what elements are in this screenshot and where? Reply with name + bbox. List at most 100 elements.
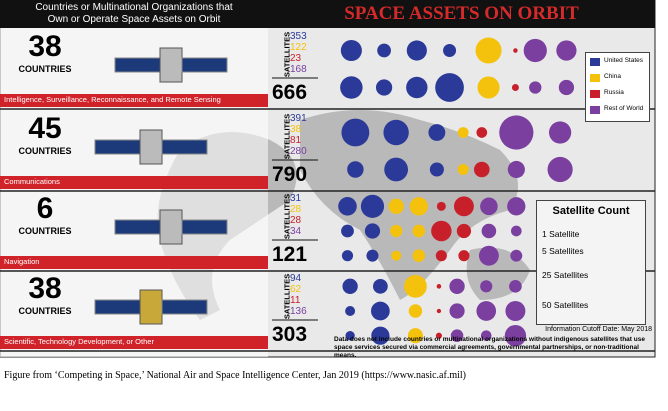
satellite-count: 353 xyxy=(290,31,307,42)
solar-panel xyxy=(94,139,141,155)
legend-swatch xyxy=(590,74,600,82)
satellite-count: 280 xyxy=(290,146,307,157)
bubble xyxy=(341,118,370,147)
bubble xyxy=(375,79,393,96)
title: SPACE ASSETS ON ORBIT xyxy=(344,3,579,24)
bubble xyxy=(481,223,497,239)
bubble xyxy=(338,197,357,216)
bubble xyxy=(509,280,522,293)
satellite-icon xyxy=(114,47,228,83)
country-count: 38 xyxy=(28,30,62,63)
country-label: COUNTRIES xyxy=(18,146,72,156)
bubble xyxy=(476,301,497,321)
bubble xyxy=(435,332,442,339)
bubble xyxy=(443,44,457,57)
bubble xyxy=(412,224,426,238)
legend-swatch xyxy=(590,58,600,66)
solar-panel xyxy=(181,219,228,235)
bubble xyxy=(511,84,519,91)
satellite-count: 81 xyxy=(290,135,302,146)
legend-label: Russia xyxy=(604,89,624,96)
bubble xyxy=(435,73,464,102)
country-label: COUNTRIES xyxy=(18,306,72,316)
bubble xyxy=(450,329,464,342)
solar-panel xyxy=(94,299,141,315)
bubble xyxy=(457,163,469,176)
solar-panel xyxy=(161,139,208,155)
legend-swatch xyxy=(590,106,600,114)
bubble xyxy=(529,81,542,94)
bubble xyxy=(371,326,390,345)
bubble xyxy=(547,156,573,183)
bubble xyxy=(431,220,452,242)
category-bar xyxy=(0,256,268,269)
category-bar xyxy=(0,94,268,107)
satellite-count: 168 xyxy=(290,64,307,75)
bubble xyxy=(453,196,474,217)
caption: Figure from ‘Competing in Space,’ Nation… xyxy=(4,370,466,381)
category: Intelligence, Surveillance, Reconnaissan… xyxy=(4,95,221,104)
bubble xyxy=(390,224,403,238)
satellite-icon xyxy=(94,129,208,165)
bubble xyxy=(364,223,381,239)
satellite-icon xyxy=(114,209,228,245)
satellite-body xyxy=(159,47,183,83)
bubble xyxy=(456,223,472,239)
bubble xyxy=(478,245,499,266)
bubble xyxy=(388,198,404,214)
legend-label: United States xyxy=(604,57,644,64)
bubble xyxy=(377,43,391,58)
total: 666 xyxy=(272,81,308,104)
bubble xyxy=(558,79,575,96)
left-title: Countries or Multinational Organizations… xyxy=(35,2,233,25)
bubble xyxy=(341,250,354,262)
bubble-group xyxy=(435,284,442,339)
bubble xyxy=(480,197,498,216)
bubble xyxy=(404,274,427,298)
category: Communications xyxy=(4,177,60,186)
satellite-count: 122 xyxy=(290,42,307,53)
legend-label: Rest of World xyxy=(604,105,644,112)
bubble xyxy=(510,249,523,262)
bubble xyxy=(449,278,465,294)
bubble xyxy=(412,249,426,262)
bubble xyxy=(345,330,355,341)
bubble xyxy=(477,76,500,99)
size-legend-label: 50 Satellites xyxy=(542,300,589,310)
bubble-group xyxy=(338,194,385,262)
country-count: 38 xyxy=(28,272,62,305)
satellite-count: 38 xyxy=(290,124,302,135)
category-bar xyxy=(0,176,268,189)
bubble xyxy=(428,124,446,141)
legend-label: China xyxy=(604,73,621,80)
bubble xyxy=(475,37,502,64)
bubble xyxy=(366,249,379,262)
bubble xyxy=(473,161,490,178)
bubble xyxy=(391,250,402,261)
bubble xyxy=(499,115,534,150)
bubble xyxy=(449,303,465,319)
solar-panel xyxy=(114,219,161,235)
bubble xyxy=(406,76,428,99)
bubble xyxy=(505,301,526,321)
bubble-group xyxy=(449,278,527,347)
bubble-group xyxy=(473,127,490,178)
bubble xyxy=(556,40,577,61)
bubble-group xyxy=(341,118,446,182)
size-legend-label: 25 Satellites xyxy=(542,270,589,280)
bubble xyxy=(373,278,388,294)
bubble xyxy=(436,284,442,289)
legend-swatch xyxy=(590,90,600,98)
graphics xyxy=(0,0,656,358)
bubble xyxy=(384,157,409,182)
size-legend-title: Satellite Count xyxy=(552,205,630,217)
size-legend-label: 5 Satellites xyxy=(542,246,584,256)
satellite-count: 23 xyxy=(290,53,302,64)
category-bar xyxy=(0,336,268,349)
country-label: COUNTRIES xyxy=(18,64,72,74)
bubble-group xyxy=(340,39,464,102)
bubble-group xyxy=(404,274,427,344)
size-legend: Satellite Count 1 Satellite 5 Satellites 2… xyxy=(536,200,646,325)
bubble xyxy=(523,38,547,63)
